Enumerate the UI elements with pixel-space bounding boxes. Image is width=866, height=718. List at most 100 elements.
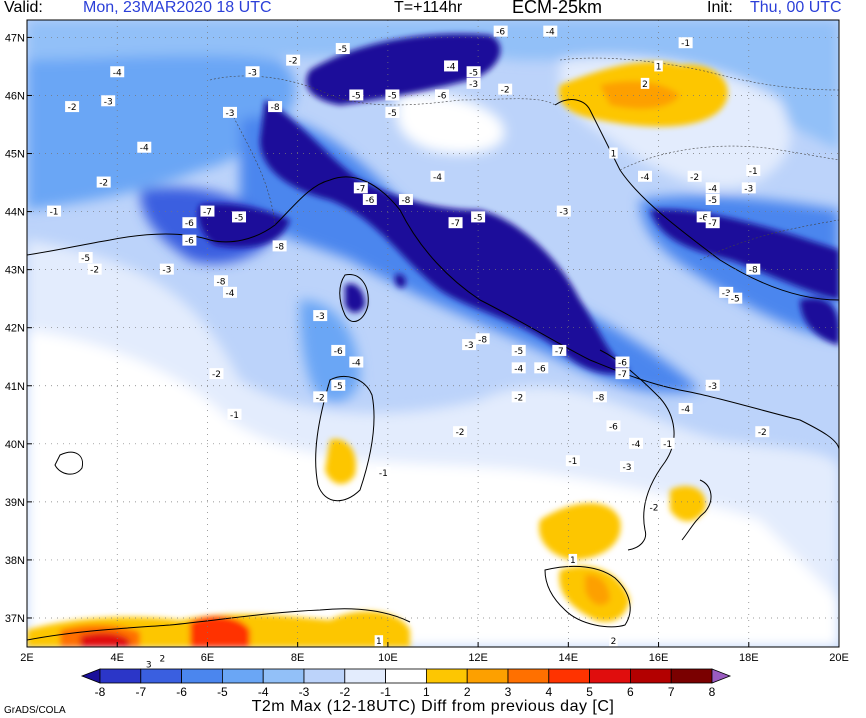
contour-label: -2 <box>501 86 510 96</box>
contour-label: -5 <box>474 213 483 223</box>
contour-label-box <box>592 391 607 403</box>
contour-label-box <box>376 466 391 478</box>
contour-label: -4 <box>113 68 122 78</box>
axis-labels: 47N 46N 45N 44N 43N 42N 41N 40N 39N 38N 37N 2E 4E 6E 8… <box>5 32 849 664</box>
contour-label-box <box>696 211 711 223</box>
contour-label-box <box>87 263 102 275</box>
valid-time: Mon, 23MAR2020 18 UTC <box>83 0 272 16</box>
contour-label: -5 <box>352 91 361 101</box>
contour-label-box <box>647 501 662 513</box>
lead-time: T=+114hr <box>394 0 463 16</box>
contour-label: -4 <box>352 359 361 369</box>
contour-label: -2 <box>289 57 298 67</box>
contour-label: -5 <box>388 91 397 101</box>
colorbar-label: -5 <box>217 685 228 699</box>
contour-label: 1 <box>656 62 662 72</box>
contour-label-box <box>182 217 197 229</box>
colorbar-label: 3 <box>505 685 512 699</box>
init-label: Init: <box>707 0 733 16</box>
contour-label-box <box>534 362 549 374</box>
contour-label-box <box>353 182 368 194</box>
colorbar-label: -6 <box>176 685 187 699</box>
colorbar-label: -2 <box>339 685 350 699</box>
contour-label-box <box>466 77 481 89</box>
contour-label: -8 <box>478 335 487 345</box>
contour-label-box <box>158 652 167 664</box>
map-caption: T2m Max (12-18UTC) Diff from previous da… <box>251 698 615 715</box>
contour-label-box <box>331 379 346 391</box>
lat-label: 44N <box>5 207 25 219</box>
lat-label: 47N <box>5 32 25 44</box>
colorbar-arrow-high <box>711 668 732 684</box>
contour-label-box <box>362 193 377 205</box>
contour-label: -3 <box>744 184 753 194</box>
contour-label-box <box>286 54 301 66</box>
contour-label-box <box>349 89 364 101</box>
contour-label: -6 <box>438 91 447 101</box>
contour-label-box <box>78 252 93 264</box>
lon-label: 10E <box>378 652 398 664</box>
contour-label-box <box>385 89 400 101</box>
contour-label: -8 <box>275 242 284 252</box>
contour-label: -7 <box>451 219 460 229</box>
contour-label: -2 <box>650 504 659 514</box>
contour-label-box <box>144 658 154 670</box>
contour-label-box <box>552 344 567 356</box>
contour-label-box <box>654 60 663 72</box>
contour-label: -4 <box>632 440 641 450</box>
contour-label-box <box>227 408 242 420</box>
contour-label: -4 <box>546 28 555 38</box>
contour-label-box <box>741 182 756 194</box>
contour-label-box <box>65 101 80 113</box>
lon-label: 12E <box>468 652 488 664</box>
colorbar-label: -3 <box>299 685 310 699</box>
lon-label: 6E <box>201 652 214 664</box>
contour-label: -1 <box>50 208 59 218</box>
lon-label: 8E <box>291 652 304 664</box>
contour-label: -5 <box>708 196 717 206</box>
colorbar-arrow-low <box>80 668 101 684</box>
contour-label-box <box>268 101 283 113</box>
contour-label-box <box>331 344 346 356</box>
contour-label: -4 <box>641 173 650 183</box>
contour-label: -6 <box>537 364 546 374</box>
colorbar-segment <box>630 668 672 684</box>
lon-label: 18E <box>739 652 759 664</box>
contour-label: -4 <box>447 62 456 72</box>
credit-text: GrADS/COLA <box>4 705 66 716</box>
contour-label: -7 <box>555 347 564 357</box>
contour-label: -3 <box>469 80 478 90</box>
contour-label: 2 <box>611 637 617 647</box>
contour-label: -3 <box>316 312 325 322</box>
init-time: Thu, 00 UTC <box>750 0 842 16</box>
contour-label: -4 <box>681 405 690 415</box>
colorbar-label: -8 <box>95 685 106 699</box>
colorbar-label: 1 <box>423 685 430 699</box>
contour-label: -5 <box>469 68 478 78</box>
model-name: ECM-25km <box>512 0 603 17</box>
contour-label: -5 <box>388 109 397 119</box>
contour-label: -5 <box>514 347 523 357</box>
contour-label-box <box>223 286 237 298</box>
contour-label-box <box>705 182 720 194</box>
contour-label-box <box>349 356 364 368</box>
colorbar-label: 6 <box>627 685 634 699</box>
contour-label: -7 <box>708 219 717 229</box>
contour-label-box <box>568 553 578 565</box>
contour-label-box <box>511 344 526 356</box>
contour-label-box <box>101 95 116 107</box>
contour-label-box <box>47 205 62 217</box>
contour-label-box <box>374 635 384 647</box>
contour-label: -1 <box>379 469 388 479</box>
lon-label: 2E <box>20 652 33 664</box>
contour-label: -2 <box>514 393 523 403</box>
contour-label: -4 <box>708 184 717 194</box>
contour-label: -2 <box>456 428 465 438</box>
contour-label: 1 <box>570 556 576 566</box>
contour-label: -1 <box>230 411 239 421</box>
colorbar-label: 2 <box>464 685 471 699</box>
contour-label-box <box>313 391 328 403</box>
contour-label-box <box>565 455 580 467</box>
contour-label: -8 <box>271 103 280 113</box>
